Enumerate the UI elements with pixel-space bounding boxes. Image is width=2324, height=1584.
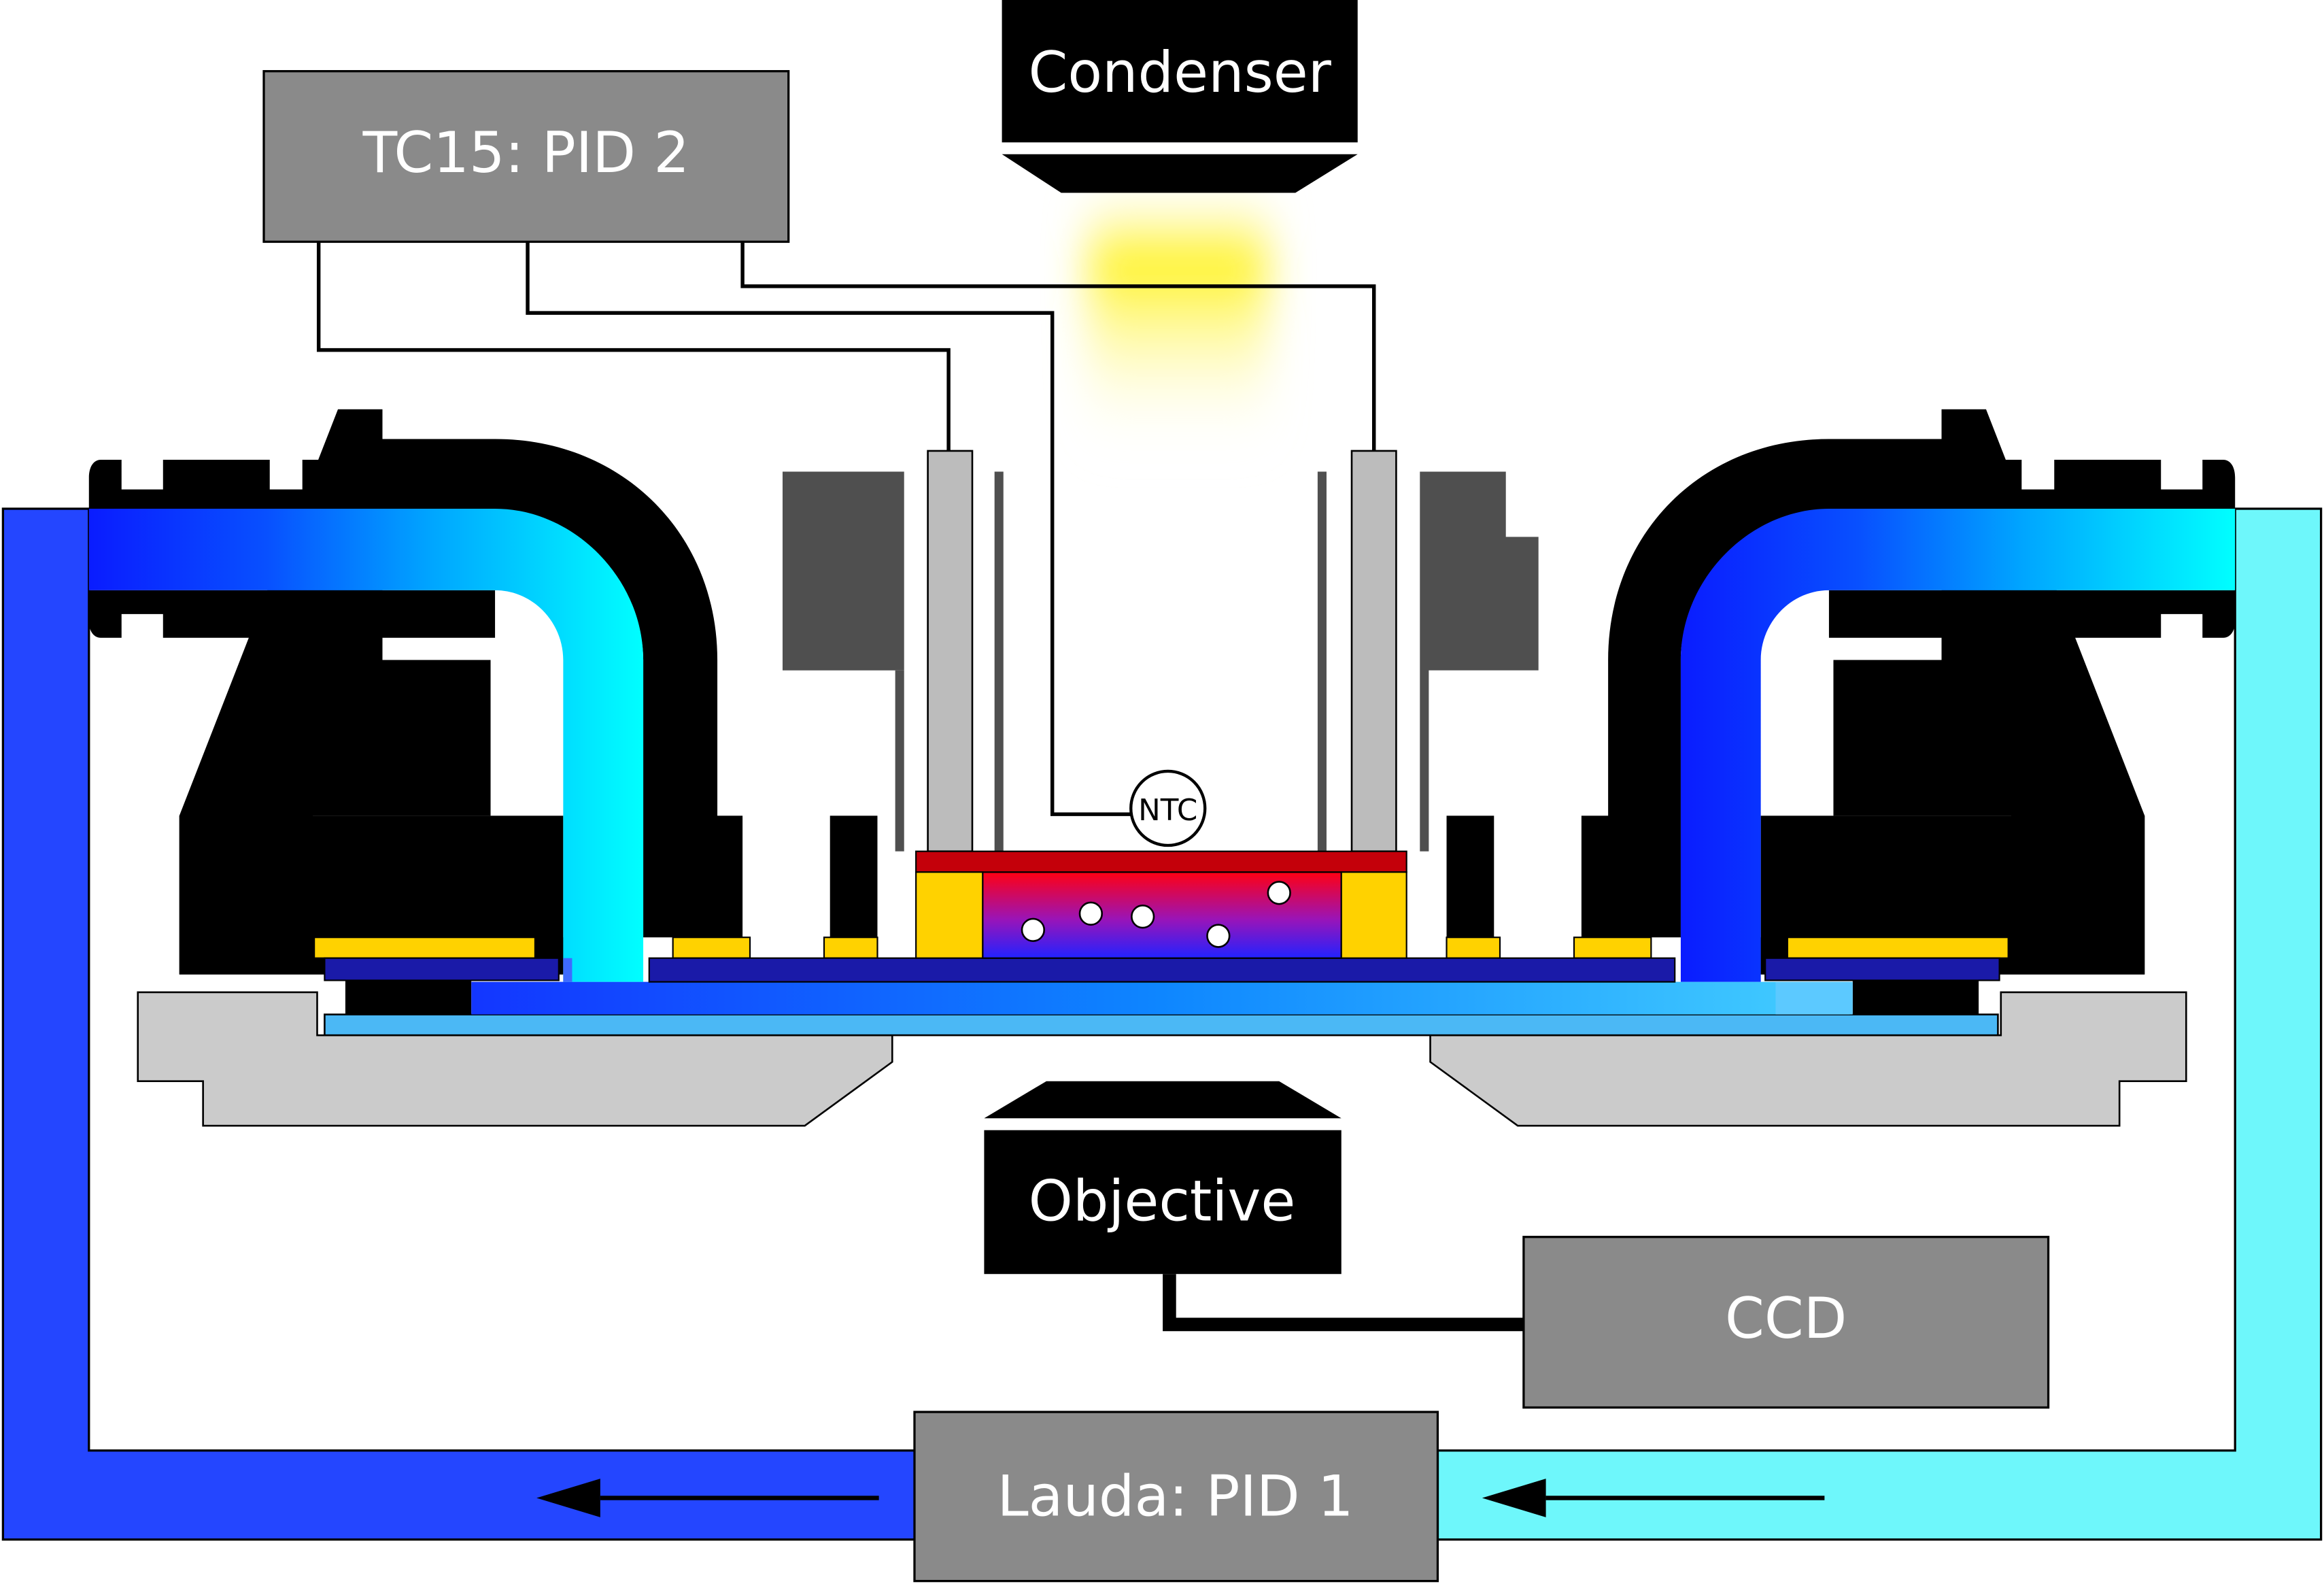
ccd-cable: [1163, 1274, 1524, 1332]
stage-right: [1429, 991, 2187, 1127]
ccd-camera: CCD: [1522, 1236, 2050, 1409]
left-housing: [88, 409, 743, 975]
navy-plates: [324, 957, 2000, 983]
condenser: Condenser: [1002, 0, 1358, 457]
ntc-label: NTC: [1138, 794, 1197, 828]
ccd-label: CCD: [1725, 1285, 1847, 1351]
right-post: [1446, 815, 1494, 938]
coolant-pipe-outlet: [1680, 508, 2236, 982]
lauda-label: Lauda: PID 1: [997, 1464, 1354, 1530]
sample-cell: [915, 850, 1407, 959]
flow-channel: [471, 981, 1850, 1015]
tc15-controller: TC15: PID 2: [262, 70, 790, 243]
flow-channel-plate: [324, 1013, 1999, 1037]
microscope-stage: [137, 991, 2187, 1127]
condenser-label: Condenser: [1029, 39, 1332, 105]
arrow-left-icon: [536, 1479, 600, 1517]
stage-left: [137, 991, 893, 1127]
ntc-sensor: NTC: [1129, 769, 1207, 847]
coolant-pipe-inlet: [88, 508, 644, 982]
objective-label: Objective: [1029, 1168, 1296, 1234]
gold-contacts: [313, 937, 2009, 959]
objective: Objective: [984, 1081, 1524, 1332]
light-beam: [1089, 175, 1267, 457]
wires: [316, 241, 1376, 816]
left-foot-block: [345, 980, 472, 1020]
left-post: [830, 815, 878, 938]
heater-plate: [915, 850, 1407, 873]
right-foot-block: [1852, 980, 1979, 1020]
arrow-left-icon: [1482, 1479, 1546, 1517]
tc15-label: TC15: PID 2: [362, 120, 689, 186]
particles: [1021, 881, 1291, 948]
left-spacer: [915, 871, 984, 959]
left-holder: [782, 471, 1004, 852]
right-spacer: [1340, 871, 1407, 959]
left-electrode: [927, 450, 974, 853]
right-holder: [1317, 471, 1539, 852]
right-housing: [1581, 409, 2236, 975]
right-electrode: [1350, 450, 1397, 853]
lauda-controller: Lauda: PID 1: [913, 1411, 1439, 1583]
